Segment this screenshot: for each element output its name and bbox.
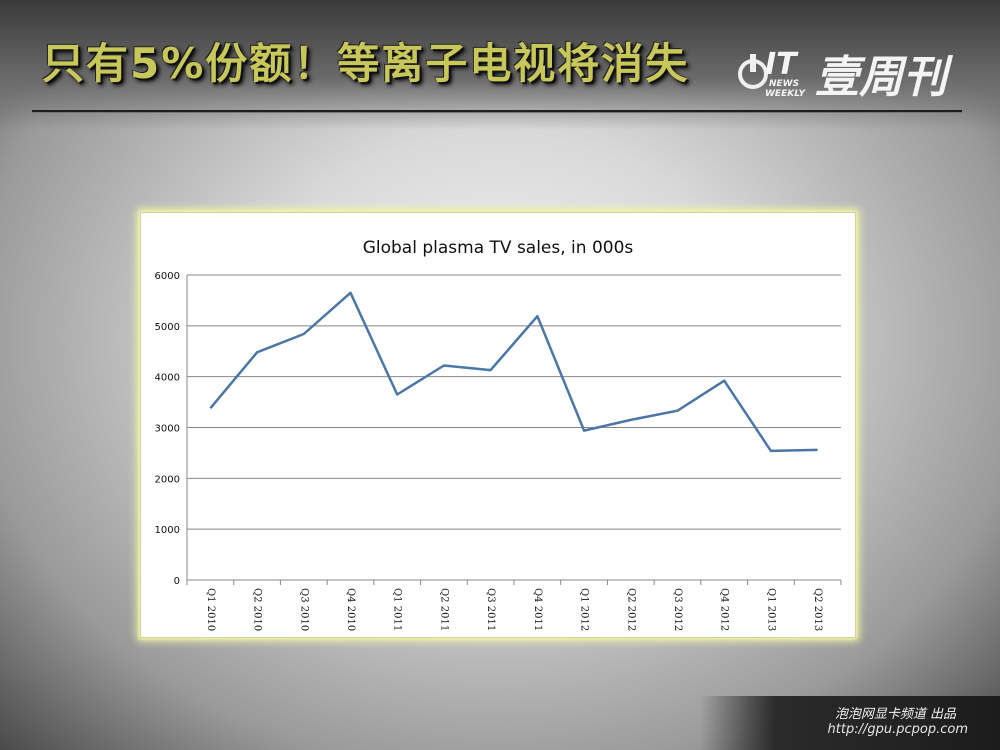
chart-panel: Global plasma TV sales, in 000s 0 1000 200… (140, 212, 856, 638)
y-tick-label: 4000 (155, 373, 180, 384)
logo-sub-line1: NEWS (769, 79, 799, 89)
slide-headline: 只有5%份额！等离子电视将消失 (42, 39, 690, 88)
x-tick-label: Q4 2012 (719, 588, 730, 631)
y-tick-label: 3000 (155, 424, 180, 435)
line-chart: Global plasma TV sales, in 000s 0 1000 200… (155, 238, 842, 631)
chart-title: Global plasma TV sales, in 000s (363, 238, 634, 258)
x-tick-label: Q1 2010 (205, 588, 216, 631)
y-tick-label: 2000 (155, 474, 180, 485)
logo-sub-line2: WEEKLY (765, 89, 807, 99)
y-tick-label: 5000 (155, 322, 180, 333)
power-icon (738, 54, 768, 89)
footer-url: http://gpu.pcpop.com (827, 722, 968, 737)
y-tick-label: 0 (174, 576, 180, 587)
series-line (209, 291, 818, 453)
x-tick-label: Q2 2013 (812, 588, 823, 631)
it-weekly-logo: IT NEWS WEEKLY 壹周刊 (738, 47, 954, 103)
footer-credit: 泡泡网显卡频道 出品 (834, 707, 956, 722)
x-tick-label: Q1 2011 (392, 588, 403, 631)
x-tick-label: Q2 2010 (252, 588, 263, 631)
x-tick-label: Q1 2013 (765, 588, 776, 631)
header-divider (32, 110, 962, 112)
x-tick-label: Q3 2012 (672, 588, 683, 631)
x-tick-label: Q1 2012 (579, 588, 590, 631)
footer-band (700, 696, 1000, 750)
y-tick-label: 1000 (155, 525, 180, 536)
y-tick-label: 6000 (155, 271, 180, 282)
x-tick-label: Q4 2011 (532, 588, 543, 631)
header-band (0, 0, 1000, 130)
x-tick-label: Q2 2011 (438, 588, 449, 631)
logo-name: 壹周刊 (815, 52, 954, 103)
x-tick-label: Q4 2010 (345, 588, 356, 631)
logo-badge: IT (765, 47, 799, 82)
x-tick-label: Q3 2011 (485, 588, 496, 631)
x-tick-label: Q2 2012 (625, 588, 636, 631)
x-tick-label: Q3 2010 (298, 588, 309, 631)
